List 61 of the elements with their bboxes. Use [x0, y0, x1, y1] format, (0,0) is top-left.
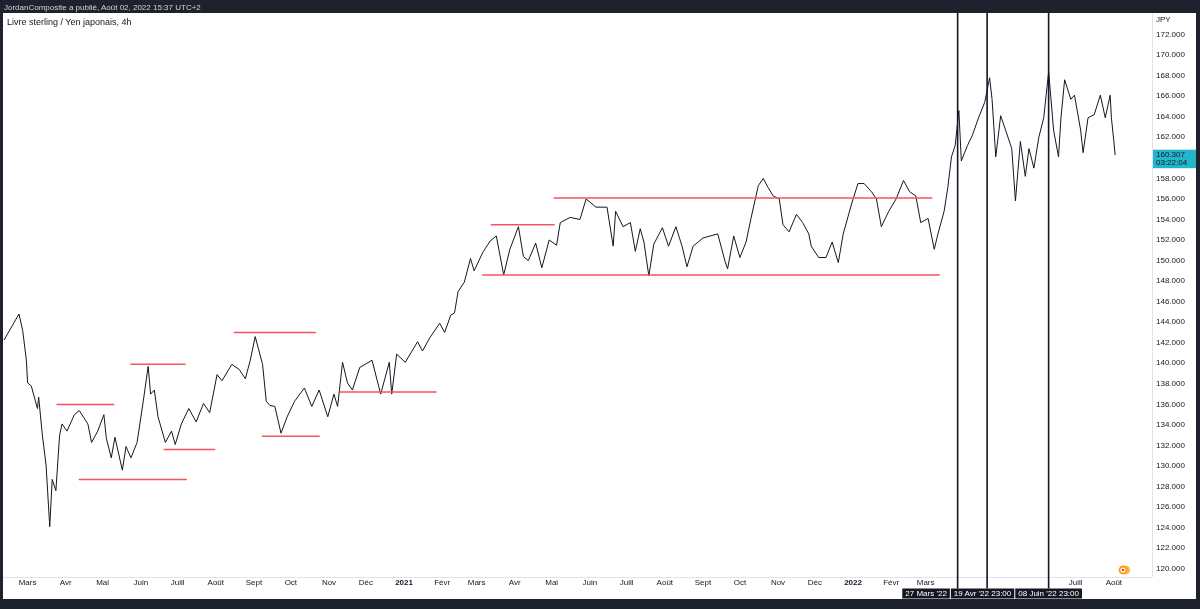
y-tick-label: 142.000: [1156, 337, 1186, 347]
y-tick-label: 138.000: [1156, 378, 1186, 388]
y-tick-label: 148.000: [1156, 276, 1186, 286]
y-tick-label: 122.000: [1156, 543, 1186, 553]
x-tick-label: Juill: [170, 578, 185, 588]
x-tick-label: Juill: [1068, 578, 1083, 588]
chart-title: Livre sterling / Yen japonais, 4h: [7, 17, 132, 27]
x-tick-label: Mars: [916, 578, 935, 588]
x-tick-label: 2022: [844, 578, 863, 588]
y-tick-label: 164.000: [1156, 111, 1186, 121]
y-tick-label: 162.000: [1156, 132, 1186, 142]
x-tick-label: Sept: [694, 578, 712, 588]
y-tick-label: 128.000: [1156, 481, 1186, 491]
y-tick-label: 146.000: [1156, 296, 1186, 306]
x-tick-label: Mai: [545, 578, 559, 588]
x-tick-label: Déc: [807, 578, 823, 588]
x-tick-label: Juin: [582, 578, 598, 588]
x-tick-label: Juin: [133, 578, 149, 588]
y-tick-label: 154.000: [1156, 214, 1186, 224]
x-tick-label: Sept: [245, 578, 263, 588]
x-tick-label: Août: [656, 578, 674, 588]
y-axis-title: JPY: [1156, 15, 1172, 24]
x-tick-label: Nov: [321, 578, 337, 588]
x-tick-label: Mars: [18, 578, 37, 588]
y-tick-label: 134.000: [1156, 420, 1186, 430]
y-tick-label: 158.000: [1156, 173, 1186, 183]
ref-line-label: 08 Juin '22 23:00: [1018, 589, 1080, 599]
ref-line-label: 27 Mars '22: [905, 589, 948, 599]
y-tick-label: 152.000: [1156, 235, 1186, 245]
y-tick-label: 130.000: [1156, 461, 1186, 471]
y-tick-label: 126.000: [1156, 502, 1186, 512]
x-tick-label: Août: [1105, 578, 1123, 588]
y-tick-label: 150.000: [1156, 255, 1186, 265]
y-tick-label: 170.000: [1156, 50, 1186, 60]
x-tick-label: Oct: [284, 578, 298, 588]
text: 03:22:04: [1156, 158, 1188, 168]
chart-subtitle: JordanComposite a publié, Août 02, 2022 15:37 UTC+2: [4, 2, 202, 12]
y-tick-label: 140.000: [1156, 358, 1186, 368]
x-tick-label: Mars: [467, 578, 486, 588]
y-tick-label: 166.000: [1156, 91, 1186, 101]
y-tick-label: 132.000: [1156, 440, 1186, 450]
y-tick-label: 120.000: [1156, 563, 1186, 573]
x-tick-label: Oct: [733, 578, 747, 588]
ref-line-label: 19 Avr '22 23:00: [953, 589, 1012, 599]
y-tick-label: 136.000: [1156, 399, 1186, 409]
x-tick-label: Août: [207, 578, 225, 588]
y-tick-label: 172.000: [1156, 29, 1186, 39]
y-tick-label: 168.000: [1156, 70, 1186, 80]
x-tick-label: Févr: [434, 578, 451, 588]
y-tick-label: 156.000: [1156, 194, 1186, 204]
y-tick-label: 144.000: [1156, 317, 1186, 327]
x-tick-label: Avr: [59, 578, 72, 588]
x-tick-label: Juill: [619, 578, 634, 588]
y-tick-label: 124.000: [1156, 522, 1186, 532]
x-tick-label: Déc: [358, 578, 374, 588]
x-tick-label: Avr: [508, 578, 522, 588]
x-tick-label: Févr: [883, 578, 900, 588]
text: 160.307: [1156, 149, 1186, 159]
x-tick-label: 2021: [395, 578, 414, 588]
x-tick-label: Nov: [770, 578, 786, 588]
x-tick-label: Mai: [96, 578, 110, 588]
